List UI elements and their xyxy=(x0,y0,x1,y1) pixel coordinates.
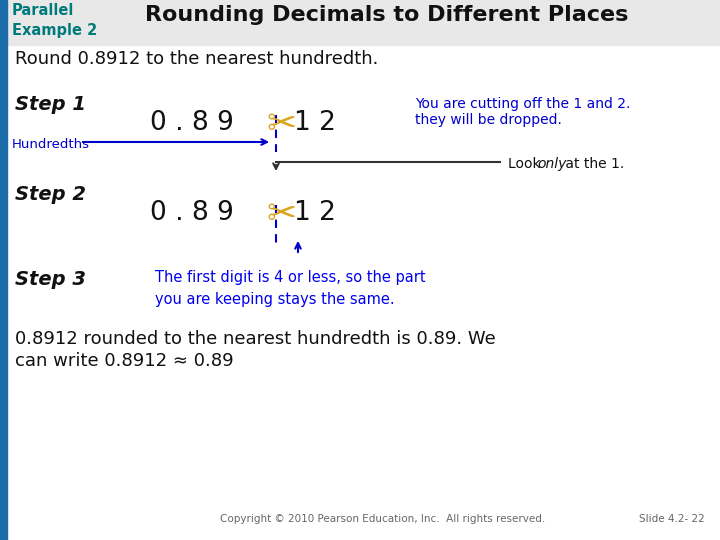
Text: ✂: ✂ xyxy=(266,108,296,142)
Text: Copyright © 2010 Pearson Education, Inc.  All rights reserved.: Copyright © 2010 Pearson Education, Inc.… xyxy=(220,514,545,524)
Text: Rounding Decimals to Different Places: Rounding Decimals to Different Places xyxy=(145,5,629,25)
Text: The first digit is 4 or less, so the part
you are keeping stays the same.: The first digit is 4 or less, so the par… xyxy=(155,270,426,307)
Text: Step 3: Step 3 xyxy=(15,270,86,289)
Text: they will be dropped.: they will be dropped. xyxy=(415,113,562,127)
Text: 1 2: 1 2 xyxy=(294,200,336,226)
Text: 1 2: 1 2 xyxy=(294,110,336,136)
Text: at the 1.: at the 1. xyxy=(561,157,624,171)
Bar xyxy=(0,0,7,540)
Text: only: only xyxy=(537,157,567,171)
Text: Round 0.8912 to the nearest hundredth.: Round 0.8912 to the nearest hundredth. xyxy=(15,50,379,68)
Text: 0.8912 rounded to the nearest hundredth is 0.89. We: 0.8912 rounded to the nearest hundredth … xyxy=(15,330,496,348)
Text: Step 1: Step 1 xyxy=(15,95,86,114)
Text: can write 0.8912 ≈ 0.89: can write 0.8912 ≈ 0.89 xyxy=(15,352,233,370)
Text: 0 . 8 9: 0 . 8 9 xyxy=(150,110,234,136)
Text: ✂: ✂ xyxy=(266,198,296,232)
Text: Parallel
Example 2: Parallel Example 2 xyxy=(12,3,97,38)
Text: 0 . 8 9: 0 . 8 9 xyxy=(150,200,234,226)
Text: Hundredths: Hundredths xyxy=(12,138,90,151)
Text: Step 2: Step 2 xyxy=(15,185,86,204)
Bar xyxy=(0,0,720,45)
Text: You are cutting off the 1 and 2.: You are cutting off the 1 and 2. xyxy=(415,97,631,111)
Text: Slide 4.2- 22: Slide 4.2- 22 xyxy=(639,514,705,524)
Text: Look: Look xyxy=(508,157,545,171)
